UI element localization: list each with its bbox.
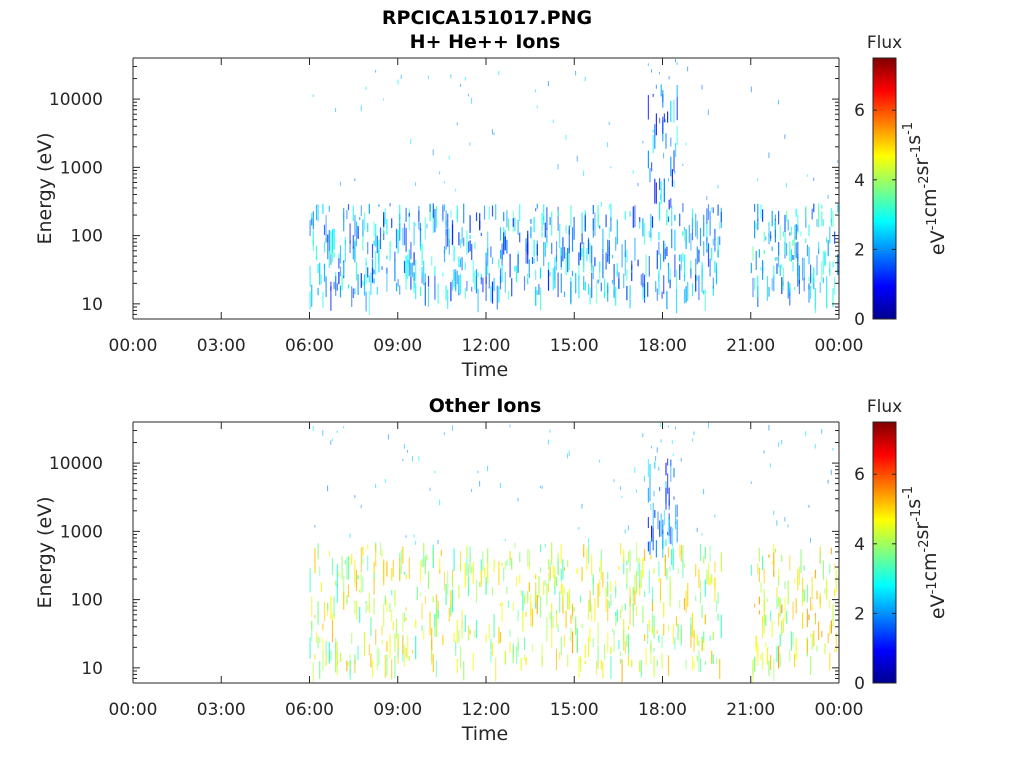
colorbar-unit-label: eV-1cm-2sr-1s-1 <box>901 486 949 619</box>
colorbar-title: Flux <box>867 33 902 53</box>
y-tick-label: 10000 <box>49 454 103 474</box>
y-tick-label: 100 <box>71 227 103 247</box>
x-tick-label: 09:00 <box>373 336 422 356</box>
colorbar-tick-label: 6 <box>854 101 865 121</box>
y-tick-label: 100 <box>71 591 103 611</box>
panel-1: H+ He++ Ions 00:00 03:00 06:00 09:00 12:00 15:… <box>34 31 949 381</box>
colorbar-tick-label: 6 <box>854 465 865 485</box>
y-tick-label: 1000 <box>60 158 103 178</box>
colorbar-tick-label: 0 <box>854 310 865 330</box>
x-axis-label: Time <box>461 359 509 381</box>
x-axis-label: Time <box>461 723 509 745</box>
x-tick-label: 09:00 <box>373 700 422 720</box>
colorbar-unit-label: eV-1cm-2sr-1s-1 <box>901 122 949 255</box>
colorbar-tick-label: 2 <box>854 240 865 260</box>
panel-title: H+ He++ Ions <box>410 31 561 53</box>
figure-title: RPCICA151017.PNG <box>382 7 592 29</box>
y-tick-label: 10 <box>81 295 103 315</box>
x-tick-label: 21:00 <box>726 700 775 720</box>
x-tick-label: 12:00 <box>462 700 511 720</box>
y-axis-label: Energy (eV) <box>34 132 56 244</box>
colorbar-title: Flux <box>867 397 902 417</box>
x-tick-label: 12:00 <box>462 336 511 356</box>
colorbar-tick-label: 4 <box>854 535 865 555</box>
panel-2: Other Ions 00:00 03:00 06:00 09:00 12:00 15:00… <box>34 395 949 745</box>
x-tick-label: 00:00 <box>109 336 158 356</box>
spectrogram-data <box>309 422 839 683</box>
x-tick-label: 18:00 <box>638 336 687 356</box>
x-tick-label: 06:00 <box>285 700 334 720</box>
colorbar: Flux 0 2 4 6 eV-1cm-2sr-1s-1 <box>854 33 949 330</box>
x-tick-label: 21:00 <box>726 336 775 356</box>
x-tick-label: 06:00 <box>285 336 334 356</box>
x-tick-label: 00:00 <box>815 700 864 720</box>
colorbar-tick-label: 4 <box>854 171 865 191</box>
y-tick-label: 10000 <box>49 90 103 110</box>
y-tick-label: 1000 <box>60 522 103 542</box>
x-tick-label: 15:00 <box>550 700 599 720</box>
x-tick-label: 00:00 <box>815 336 864 356</box>
panel-title: Other Ions <box>429 395 542 417</box>
colorbar-tick-label: 0 <box>854 674 865 694</box>
x-tick-label: 15:00 <box>550 336 599 356</box>
x-tick-label: 03:00 <box>197 700 246 720</box>
y-tick-label: 10 <box>81 659 103 679</box>
colorbar: Flux 0 2 4 6 eV-1cm-2sr-1s-1 <box>854 397 949 694</box>
x-tick-label: 18:00 <box>638 700 687 720</box>
x-tick-label: 03:00 <box>197 336 246 356</box>
colorbar-tick-label: 2 <box>854 604 865 624</box>
y-axis-label: Energy (eV) <box>34 496 56 608</box>
spectrogram-data <box>309 59 839 316</box>
x-tick-label: 00:00 <box>109 700 158 720</box>
